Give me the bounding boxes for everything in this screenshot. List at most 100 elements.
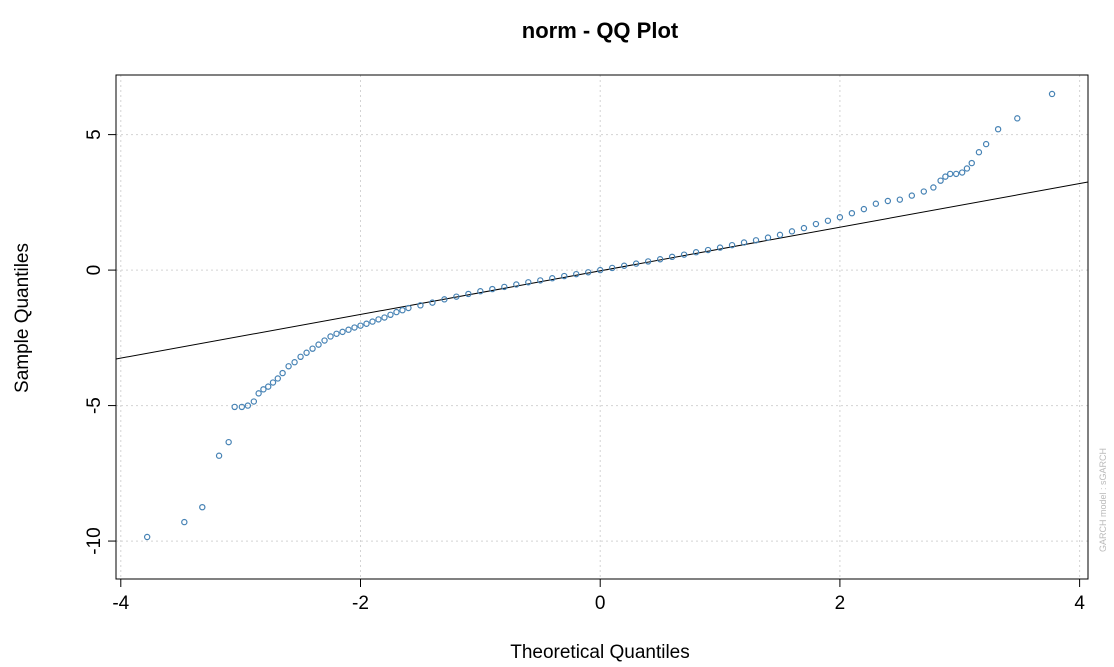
point	[752, 237, 760, 244]
point	[269, 379, 277, 386]
point	[453, 293, 460, 300]
point	[357, 322, 364, 329]
point	[549, 275, 556, 282]
point	[303, 349, 310, 356]
y-tick-label: 5	[84, 129, 105, 140]
point	[975, 149, 983, 156]
point	[812, 220, 820, 228]
point	[632, 260, 640, 267]
point	[309, 345, 316, 352]
point	[620, 262, 628, 269]
point	[333, 330, 340, 337]
point	[776, 231, 784, 239]
point	[764, 234, 772, 241]
point	[968, 159, 975, 167]
point	[405, 304, 412, 312]
point	[1048, 90, 1056, 98]
point	[513, 281, 520, 288]
point	[285, 363, 292, 370]
point	[952, 170, 960, 178]
x-axis-label: Theoretical Quantiles	[510, 642, 690, 662]
point	[465, 290, 472, 298]
point	[369, 318, 376, 325]
point	[215, 452, 223, 459]
y-axis-label: Sample Quantiles	[12, 243, 33, 393]
point	[181, 518, 188, 526]
point	[255, 390, 262, 397]
point	[225, 438, 232, 446]
point	[704, 246, 712, 254]
x-tick-label: 2	[835, 593, 846, 614]
point	[199, 503, 206, 511]
point	[982, 140, 990, 148]
point	[585, 269, 592, 276]
point	[387, 311, 394, 319]
point	[800, 224, 808, 232]
point	[680, 251, 688, 258]
point	[561, 272, 568, 280]
point	[260, 386, 267, 393]
point	[143, 533, 151, 541]
point	[231, 403, 238, 411]
point	[321, 337, 328, 344]
point	[291, 359, 298, 366]
point	[573, 270, 580, 278]
plot-frame	[115, 74, 1089, 580]
point	[908, 192, 916, 199]
point	[836, 214, 844, 221]
point	[351, 324, 358, 331]
point	[297, 353, 304, 361]
point	[501, 283, 508, 291]
point	[597, 266, 604, 274]
reference-line	[115, 181, 1089, 360]
point	[363, 320, 370, 327]
x-tick-label: -4	[112, 593, 129, 614]
point	[429, 299, 436, 306]
point	[417, 302, 424, 309]
point	[525, 279, 532, 286]
point	[265, 383, 272, 390]
point	[399, 307, 406, 314]
point	[1014, 115, 1021, 122]
point	[393, 308, 400, 316]
point	[279, 369, 286, 377]
point	[250, 398, 258, 405]
chart-title: norm - QQ Plot	[522, 18, 679, 43]
x-tick-label: 0	[595, 593, 606, 614]
point	[884, 197, 892, 205]
point	[937, 177, 944, 184]
point	[537, 277, 544, 284]
point	[872, 200, 880, 207]
point	[963, 165, 971, 172]
point	[958, 169, 966, 176]
point	[339, 328, 346, 336]
point	[920, 188, 928, 195]
point	[656, 256, 664, 263]
point	[896, 196, 904, 203]
point	[375, 316, 382, 323]
point	[716, 244, 724, 251]
y-tick-label: 0	[84, 265, 105, 276]
point	[942, 173, 949, 180]
point	[244, 402, 252, 409]
point	[327, 333, 334, 340]
point	[477, 288, 484, 295]
point	[728, 241, 736, 249]
x-tick-label: -2	[352, 593, 369, 614]
point	[824, 217, 832, 224]
watermark: GARCH model : sGARCH	[1098, 448, 1108, 552]
point	[788, 228, 796, 235]
point	[860, 205, 868, 213]
point	[668, 253, 676, 261]
point	[848, 209, 856, 217]
y-tick-label: -10	[84, 527, 105, 554]
point	[489, 285, 496, 293]
point	[644, 258, 652, 265]
point	[692, 249, 700, 256]
point	[994, 125, 1002, 133]
point	[238, 403, 246, 411]
point	[315, 341, 322, 348]
point	[345, 326, 352, 333]
point	[441, 296, 448, 303]
x-tick-label: 4	[1074, 593, 1085, 614]
